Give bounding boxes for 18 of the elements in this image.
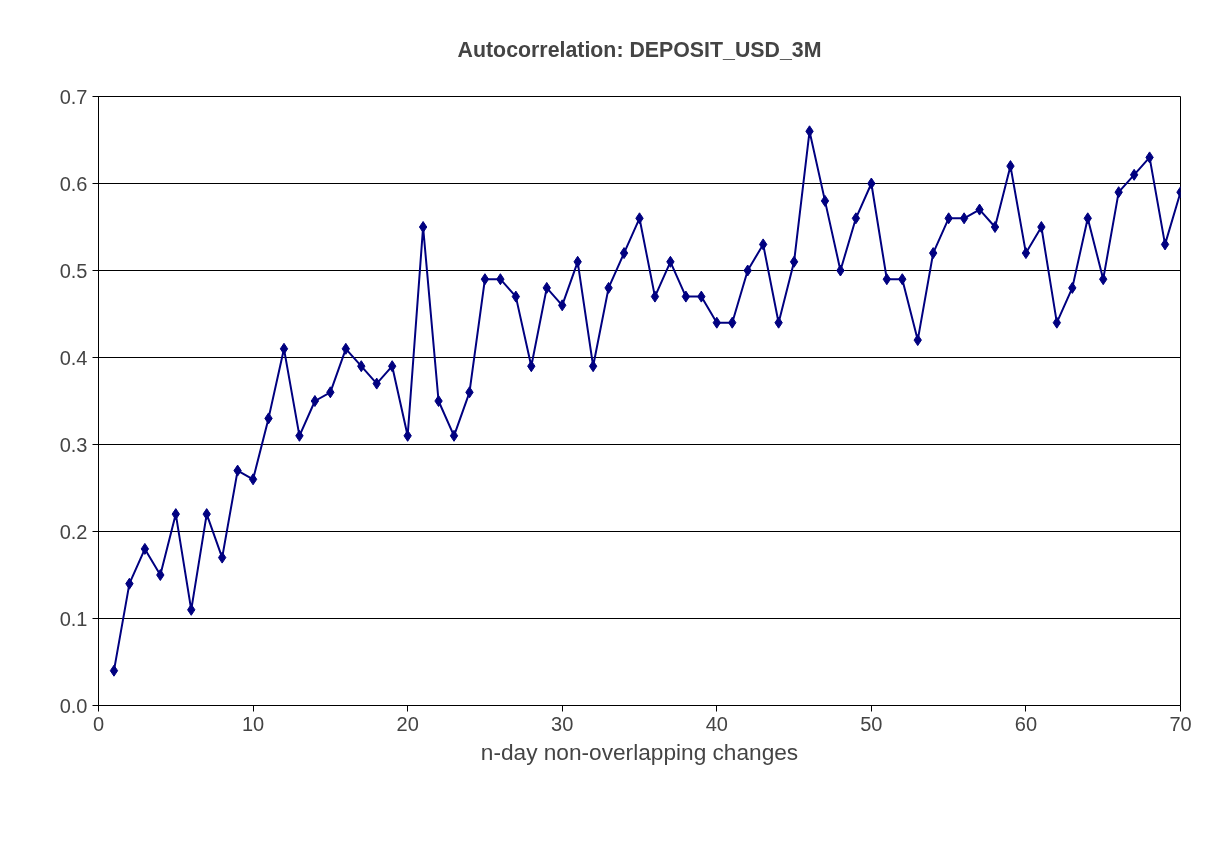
y-tick-label: 0.6 — [59, 172, 88, 195]
x-tick-label: 30 — [551, 712, 574, 735]
x-tick-label: 0 — [92, 712, 105, 735]
chart-title: Autocorrelation: DEPOSIT_USD_3M — [457, 37, 822, 62]
x-tick-label: 20 — [396, 712, 419, 735]
y-tick-label: 0.2 — [59, 520, 88, 543]
y-tick-label: 0.1 — [59, 607, 88, 630]
y-tick-label: 0.4 — [59, 346, 88, 369]
x-axis-title: n-day non-overlapping changes — [480, 738, 799, 765]
x-tick-label: 40 — [705, 712, 728, 735]
y-tick-label: 0.7 — [59, 85, 88, 108]
y-tick-label: 0.5 — [59, 259, 88, 282]
x-tick-label: 10 — [241, 712, 265, 735]
x-tick-label: 50 — [860, 712, 883, 735]
x-tick-label: 60 — [1014, 712, 1038, 735]
y-tick-label: 0.3 — [59, 433, 88, 456]
x-tick-label: 70 — [1169, 712, 1192, 735]
y-tick-label: 0.0 — [59, 694, 88, 717]
